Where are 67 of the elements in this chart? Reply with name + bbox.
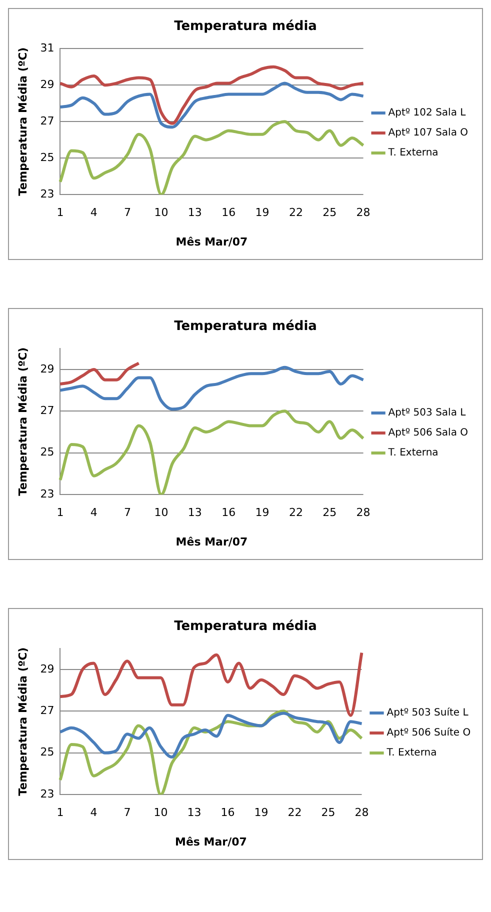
y-axis-title: Temperatura Média (ºC) (16, 47, 30, 196)
y-tick-label: 29 (40, 78, 54, 91)
x-axis-title: Mês Mar/07 (176, 535, 248, 548)
x-tick-label: 28 (356, 206, 370, 220)
legend-label: T. Externa (386, 748, 437, 759)
line-series (58, 362, 140, 386)
x-tick-label: 16 (220, 806, 235, 820)
legend-label: Aptº 506 Suíte O (386, 728, 471, 739)
chart-title: Temperatura média (174, 19, 317, 34)
x-tick-label: 4 (90, 206, 98, 220)
x-tick-label: 19 (254, 806, 268, 820)
chart-title: Temperatura média (174, 619, 317, 634)
x-tick-label: 13 (187, 806, 202, 820)
line-series (58, 65, 365, 125)
x-tick-label: 22 (288, 506, 303, 520)
y-axis-title: Temperatura Média (ºC) (16, 647, 30, 796)
y-tick-label: 25 (40, 150, 54, 164)
line-series (58, 651, 364, 717)
x-tick-label: 4 (90, 506, 98, 520)
x-tick-label: 25 (322, 206, 337, 220)
legend-label: T. Externa (387, 148, 438, 159)
legend-label: Aptº 102 Sala L (388, 108, 466, 119)
x-tick-label: 10 (154, 506, 168, 520)
x-tick-label: 19 (255, 506, 270, 520)
y-axis-title: Temperatura Média (ºC) (16, 347, 30, 496)
x-tick-label: 22 (288, 206, 303, 220)
y-tick-label: 29 (40, 662, 54, 676)
line-series (58, 366, 365, 411)
x-axis-title: Mês Mar/07 (176, 235, 248, 248)
legend-label: Aptº 503 Suíte L (386, 708, 469, 719)
y-tick-label: 27 (40, 704, 54, 718)
x-tick-label: 19 (255, 206, 270, 220)
legend-label: Aptº 506 Sala O (388, 428, 468, 439)
x-tick-label: 7 (124, 206, 132, 220)
x-tick-label: 7 (124, 506, 132, 520)
y-tick-label: 25 (40, 446, 54, 459)
x-tick-label: 28 (354, 806, 369, 820)
line-series (58, 82, 365, 129)
x-tick-label: 7 (124, 806, 131, 820)
y-tick-label: 23 (40, 487, 54, 500)
legend-label: Aptº 503 Sala L (388, 408, 466, 419)
y-tick-label: 23 (40, 787, 54, 800)
x-tick-label: 1 (56, 506, 64, 520)
x-tick-label: 28 (356, 506, 370, 520)
y-tick-label: 23 (40, 187, 54, 200)
x-tick-label: 25 (321, 806, 336, 820)
legend-label: Aptº 107 Sala O (388, 128, 468, 139)
x-tick-label: 13 (188, 206, 202, 220)
x-tick-label: 25 (322, 506, 337, 520)
x-tick-label: 10 (154, 206, 168, 220)
y-tick-label: 29 (40, 362, 54, 376)
x-tick-label: 22 (288, 806, 302, 820)
legend-label: T. Externa (387, 448, 438, 459)
y-tick-label: 27 (40, 404, 54, 418)
x-tick-label: 16 (222, 206, 236, 220)
x-tick-label: 1 (56, 206, 64, 220)
x-tick-label: 16 (222, 506, 236, 520)
x-axis-title: Mês Mar/07 (175, 835, 247, 848)
y-tick-label: 31 (40, 41, 54, 54)
y-tick-label: 27 (40, 114, 54, 128)
x-tick-label: 13 (188, 506, 202, 520)
x-tick-label: 1 (56, 806, 64, 820)
x-tick-label: 10 (154, 806, 168, 820)
x-tick-label: 4 (90, 806, 98, 820)
chart-title: Temperatura média (174, 319, 317, 334)
line-series (58, 712, 364, 759)
y-tick-label: 25 (40, 746, 54, 759)
